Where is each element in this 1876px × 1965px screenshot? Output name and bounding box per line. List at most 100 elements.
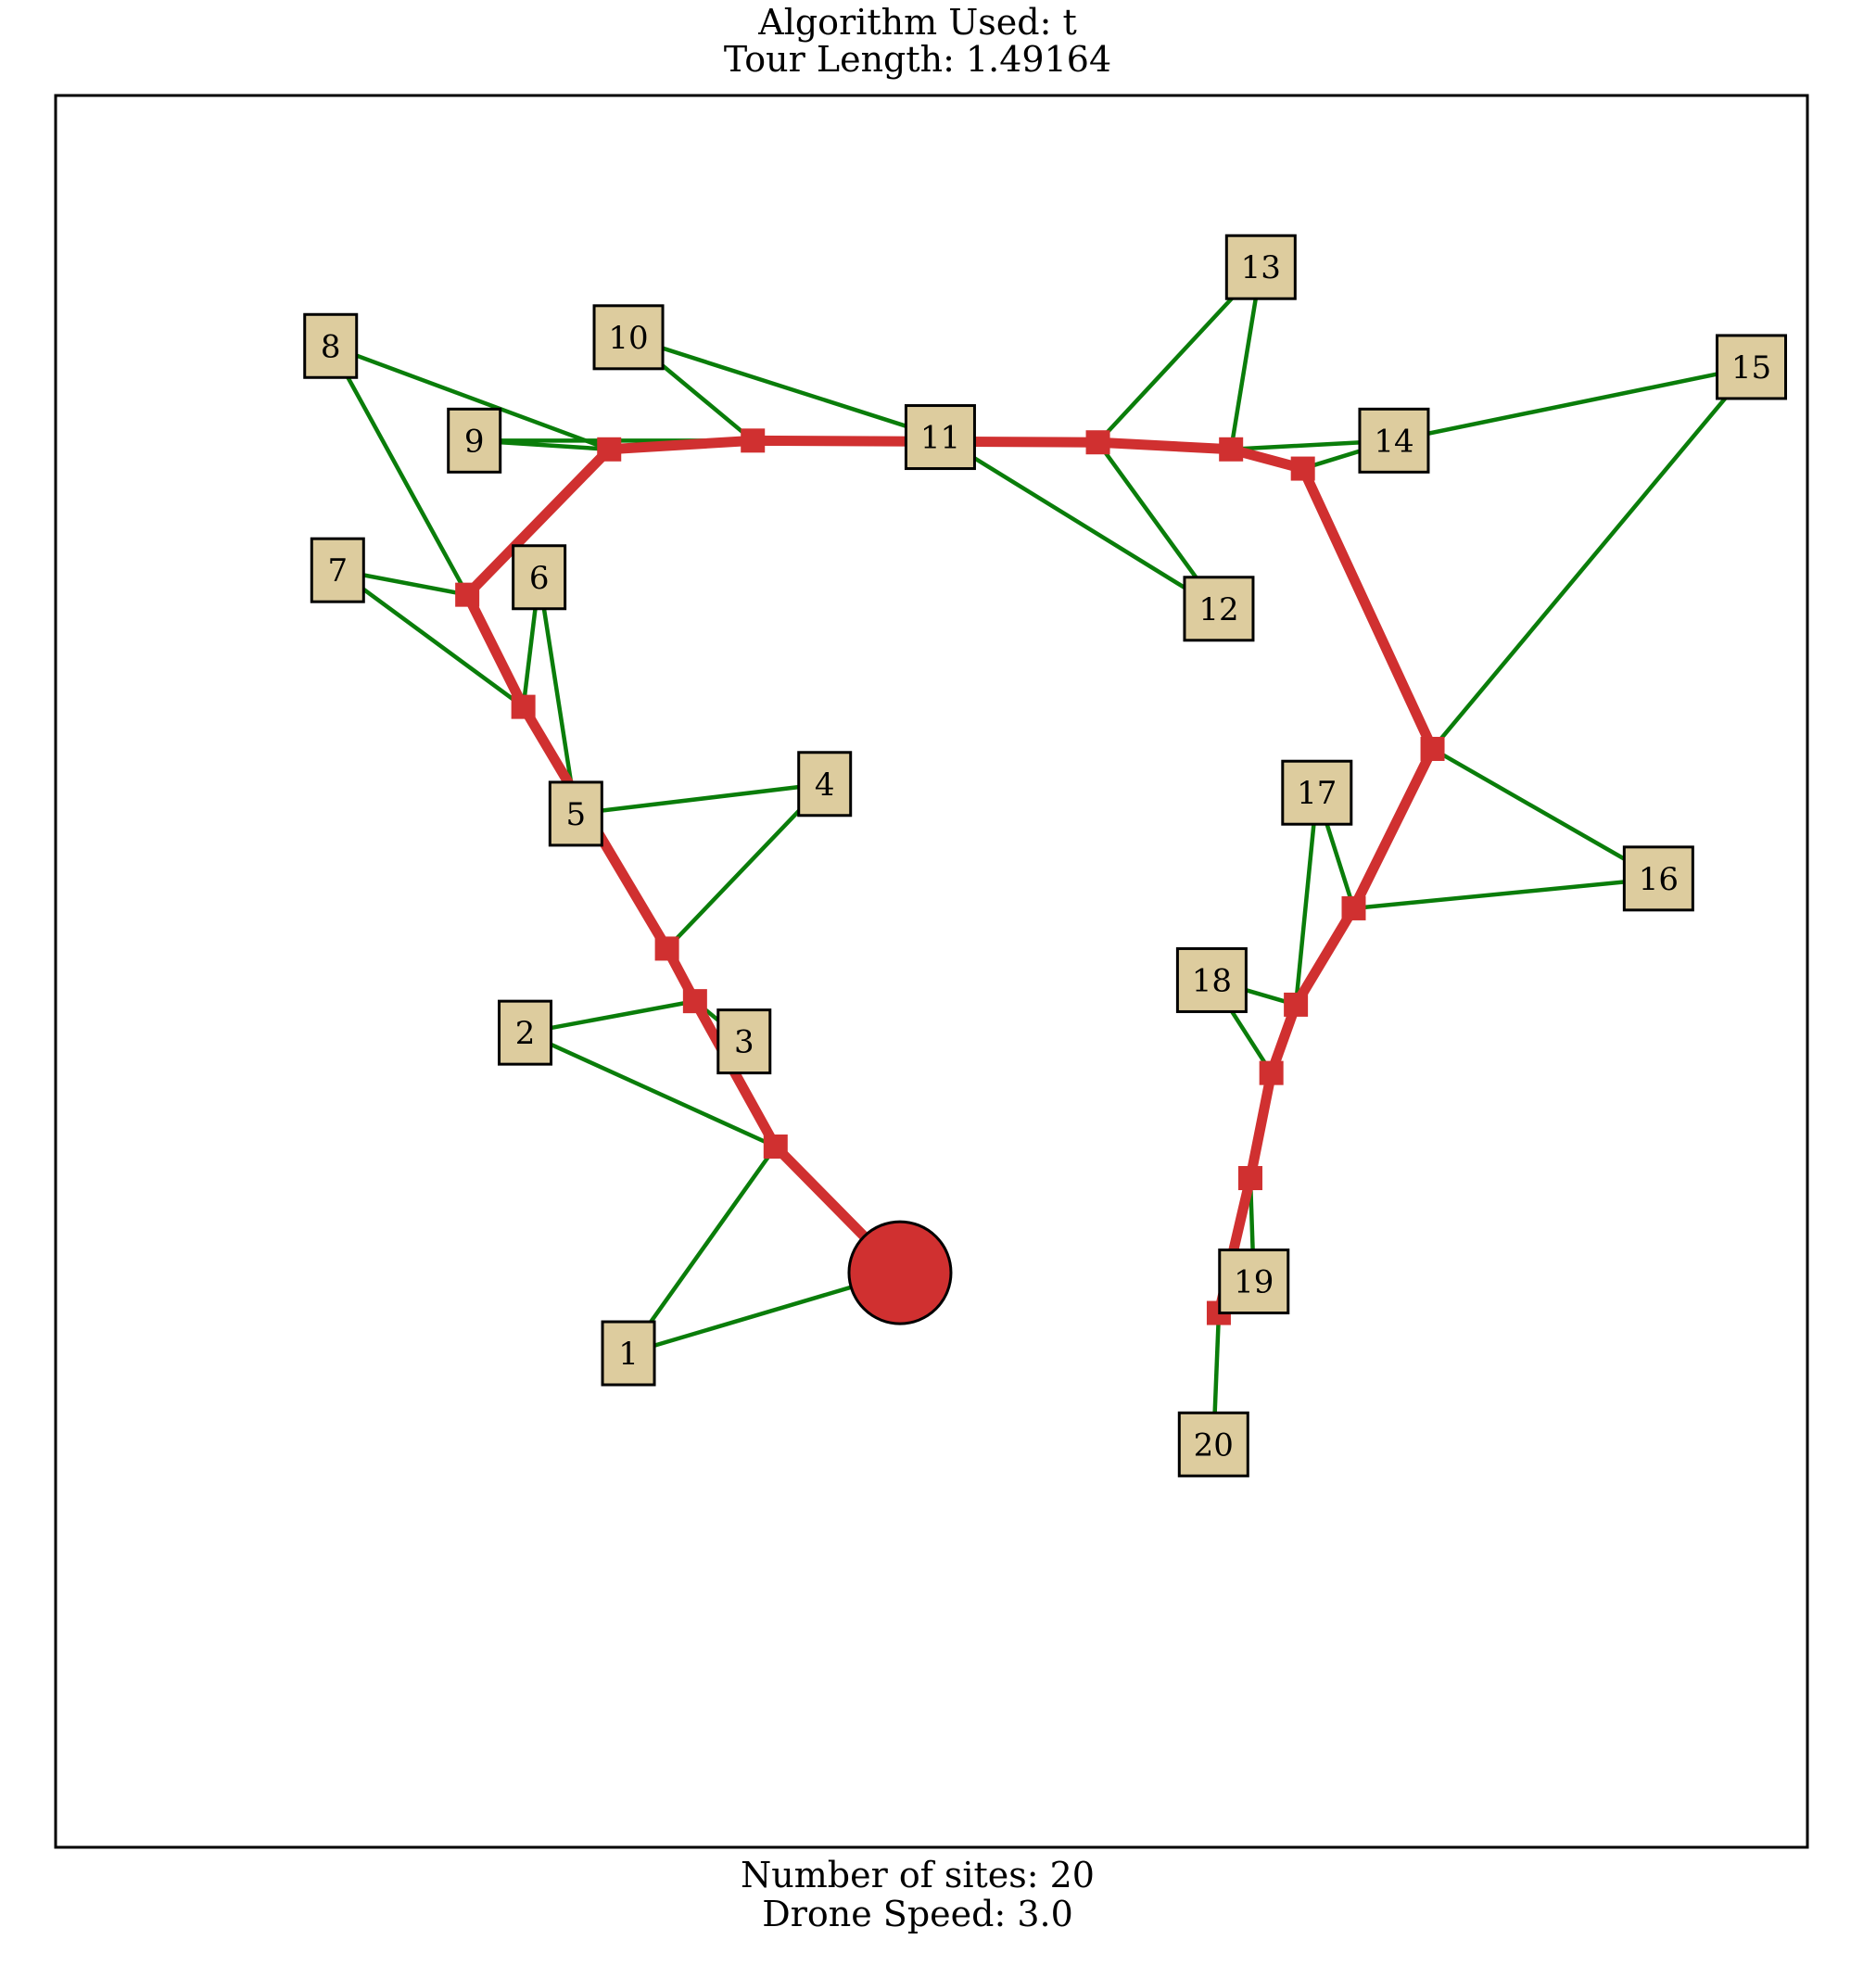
waypoint-w1 xyxy=(763,1135,788,1159)
assignment-edge-15-w11 xyxy=(1430,365,1754,751)
site-6: 6 xyxy=(512,544,567,611)
assignment-edge-8-w6 xyxy=(329,344,611,451)
assignment-edge-17-w13 xyxy=(1293,792,1320,1006)
waypoint-w2 xyxy=(682,989,707,1014)
site-box-1 xyxy=(601,1320,656,1387)
site-box-20 xyxy=(1177,1411,1249,1477)
site-3: 3 xyxy=(716,1008,772,1075)
site-label-9: 9 xyxy=(464,423,485,460)
site-9: 9 xyxy=(447,407,502,474)
waypoint-w11 xyxy=(1420,736,1445,761)
waypoint-w13 xyxy=(1284,992,1309,1017)
site-label-11: 11 xyxy=(920,420,960,457)
site-label-17: 17 xyxy=(1297,775,1337,812)
drone-speed-label: Drone Speed: 3.0 xyxy=(762,1894,1073,1934)
site-box-15 xyxy=(1716,334,1788,400)
assignment-edge-11-12 xyxy=(939,435,1221,611)
site-label-2: 2 xyxy=(515,1015,536,1052)
assignment-edge-2-w2 xyxy=(525,998,696,1035)
waypoint-w14 xyxy=(1259,1060,1284,1085)
assignment-edge-16-w11 xyxy=(1431,747,1660,881)
site-count-label: Number of sites: 20 xyxy=(741,1855,1095,1895)
site-box-19 xyxy=(1218,1249,1290,1315)
assignment-edge-8-w5 xyxy=(328,345,470,596)
site-label-12: 12 xyxy=(1198,591,1238,628)
site-18: 18 xyxy=(1175,946,1248,1013)
site-box-17 xyxy=(1281,759,1353,826)
site-5: 5 xyxy=(548,780,603,847)
site-label-3: 3 xyxy=(734,1024,754,1061)
site-box-10 xyxy=(592,304,665,371)
waypoint-w7 xyxy=(741,428,766,453)
site-label-19: 19 xyxy=(1234,1264,1274,1301)
site-box-13 xyxy=(1224,234,1297,300)
site-box-4 xyxy=(797,751,853,818)
assignment-edge-1-w1 xyxy=(627,1145,778,1355)
site-2: 2 xyxy=(498,999,553,1066)
site-7: 7 xyxy=(310,537,365,603)
site-19: 19 xyxy=(1218,1249,1290,1315)
site-box-12 xyxy=(1183,576,1255,642)
waypoint-w4 xyxy=(511,694,536,719)
assignment-edge-7-w4 xyxy=(336,568,525,709)
assignment-edge-10-11 xyxy=(627,335,942,439)
waypoint-w10 xyxy=(1290,456,1315,481)
site-box-14 xyxy=(1358,407,1430,474)
site-4: 4 xyxy=(797,751,853,818)
site-label-18: 18 xyxy=(1192,962,1232,999)
site-label-15: 15 xyxy=(1731,349,1771,387)
site-label-13: 13 xyxy=(1241,249,1281,286)
site-label-8: 8 xyxy=(321,328,341,365)
site-13: 13 xyxy=(1224,234,1297,300)
waypoint-w6 xyxy=(597,437,622,462)
site-1: 1 xyxy=(601,1320,656,1387)
algorithm-title: Algorithm Used: t xyxy=(757,2,1076,43)
site-15: 15 xyxy=(1716,334,1788,400)
assignment-edge-2-w1 xyxy=(524,1031,777,1149)
site-box-18 xyxy=(1175,946,1248,1013)
site-box-9 xyxy=(447,407,502,474)
depot-marker xyxy=(847,1220,953,1325)
depot xyxy=(847,1220,953,1325)
site-box-3 xyxy=(716,1008,772,1075)
drone-path-line xyxy=(462,435,1439,1314)
site-14: 14 xyxy=(1358,407,1430,474)
waypoint-w12 xyxy=(1341,895,1366,920)
site-label-1: 1 xyxy=(618,1336,639,1373)
site-16: 16 xyxy=(1622,845,1694,912)
assignment-edge-4-5 xyxy=(576,781,825,817)
assignment-edge-15-14 xyxy=(1393,364,1752,443)
site-box-6 xyxy=(512,544,567,611)
site-label-14: 14 xyxy=(1374,423,1413,460)
assignment-edge-16-w12 xyxy=(1353,876,1659,911)
waypoint-w15 xyxy=(1237,1166,1262,1191)
plot-frame xyxy=(54,94,1809,1849)
site-8: 8 xyxy=(303,312,359,379)
site-11: 11 xyxy=(904,404,976,471)
site-20: 20 xyxy=(1177,1411,1249,1477)
site-label-4: 4 xyxy=(815,767,835,804)
assignment-edges xyxy=(328,265,1754,1445)
site-label-7: 7 xyxy=(327,552,348,590)
waypoint-w9 xyxy=(1219,437,1244,462)
site-label-6: 6 xyxy=(529,560,550,597)
waypoint-w3 xyxy=(654,936,679,961)
site-label-10: 10 xyxy=(608,320,648,357)
assignment-edge-6-5 xyxy=(537,577,578,815)
site-box-5 xyxy=(548,780,603,847)
tour-length-title: Tour Length: 1.49164 xyxy=(724,39,1111,80)
drone-tour xyxy=(462,435,1439,1314)
site-box-7 xyxy=(310,537,365,603)
site-box-2 xyxy=(498,999,553,1066)
waypoint-w5 xyxy=(455,582,480,607)
site-box-16 xyxy=(1622,845,1694,912)
site-17: 17 xyxy=(1281,759,1353,826)
site-box-11 xyxy=(904,404,976,471)
site-label-20: 20 xyxy=(1194,1426,1234,1464)
site-label-5: 5 xyxy=(566,796,587,833)
site-10: 10 xyxy=(592,304,665,371)
site-12: 12 xyxy=(1183,576,1255,642)
waypoints xyxy=(455,428,1445,1325)
